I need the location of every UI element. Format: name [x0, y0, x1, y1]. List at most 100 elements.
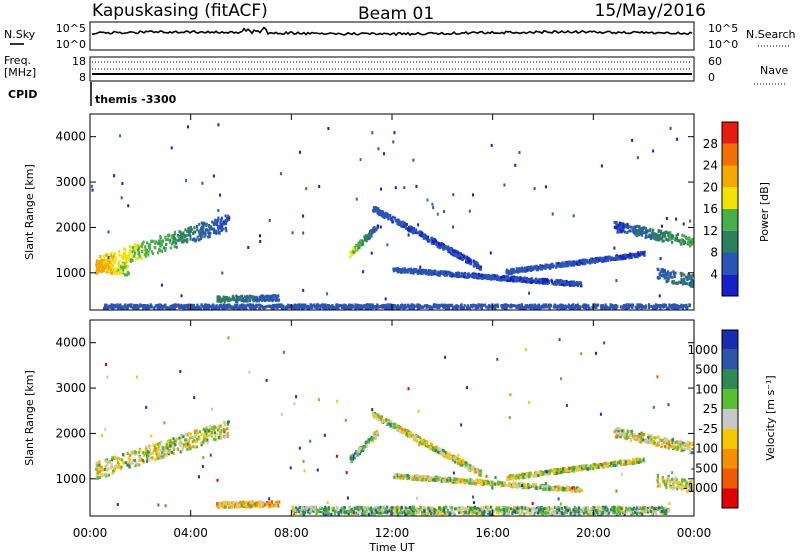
- velocity-cell: [188, 443, 191, 447]
- velocity-cell: [205, 426, 208, 430]
- power-cell: [467, 259, 470, 263]
- velocity-cell: [154, 458, 157, 462]
- power-cell: [642, 251, 645, 255]
- power-cell: [125, 260, 128, 264]
- power-cell: [680, 281, 683, 284]
- power-cell: [680, 274, 683, 278]
- velocity-cell: [444, 454, 448, 458]
- velocity-cell: [440, 450, 443, 454]
- velocity-cell: [210, 430, 214, 434]
- power-cell: [522, 306, 526, 310]
- power-cell: [656, 235, 659, 239]
- velocity-cell: [180, 436, 183, 440]
- power-cell: [129, 259, 132, 263]
- power-cell: [327, 307, 330, 310]
- velocity-cell: [469, 478, 472, 482]
- velocity-cell: [469, 481, 472, 485]
- power-cell: [181, 236, 184, 239]
- power-cell: [107, 268, 110, 272]
- power-cell: [155, 240, 158, 244]
- power-cell: [559, 263, 562, 267]
- power-cell: [667, 231, 670, 235]
- power-cell: [164, 236, 167, 239]
- power-cell: [199, 237, 203, 241]
- power-cell: [665, 280, 668, 284]
- power-cell: [473, 262, 476, 265]
- velocity-cell: [217, 426, 220, 430]
- power-cell: [189, 225, 192, 229]
- velocity-cell: [528, 483, 531, 487]
- velocity-cell: [399, 430, 402, 434]
- power-cell: [419, 271, 422, 275]
- velocity-cell: [452, 457, 455, 461]
- power-cell: [505, 306, 508, 310]
- velocity-cell: [169, 439, 172, 443]
- power-cell: [515, 279, 518, 283]
- power-cell: [431, 270, 434, 274]
- power-cell: [251, 306, 254, 309]
- power-cell: [487, 275, 490, 279]
- power-cell: [124, 256, 127, 260]
- power-cell: [225, 229, 228, 233]
- power-cell: [272, 298, 275, 302]
- power-cell: [440, 245, 443, 249]
- power-cell: [660, 268, 663, 272]
- velocity-cell: [131, 460, 134, 464]
- power-cell: [499, 276, 502, 280]
- velocity-cell: [512, 474, 515, 478]
- power-colorbar-tick: 20: [703, 180, 718, 194]
- power-cell: [528, 280, 531, 284]
- power-cell: [253, 295, 256, 299]
- power-cell: [367, 305, 370, 309]
- power-cell: [157, 251, 160, 255]
- velocity-cell: [534, 483, 537, 487]
- power-cell: [221, 271, 224, 275]
- power-cell: [426, 235, 429, 239]
- power-cell: [510, 305, 513, 309]
- velocity-cell: [222, 428, 225, 432]
- velocity-cell: [542, 487, 545, 491]
- velocity-cell: [576, 489, 579, 493]
- power-cell: [303, 306, 306, 309]
- power-cell: [640, 230, 643, 233]
- power-cell: [579, 282, 582, 286]
- power-cell: [689, 219, 692, 223]
- power-cell: [514, 270, 517, 273]
- power-cell: [196, 306, 199, 310]
- power-cell: [533, 265, 536, 269]
- power-cell: [142, 249, 145, 253]
- power-cell: [591, 306, 594, 310]
- velocity-cell: [138, 459, 141, 462]
- velocity-cell: [167, 448, 170, 452]
- power-cell: [146, 241, 149, 245]
- power-cell: [557, 305, 560, 309]
- power-cell: [143, 252, 146, 256]
- power-cell: [182, 306, 185, 310]
- power-cell: [580, 259, 583, 263]
- power-cell: [552, 264, 555, 268]
- power-cell: [412, 228, 415, 232]
- velocity-cell: [105, 472, 108, 476]
- power-cell: [454, 305, 457, 309]
- power-cell: [359, 239, 363, 243]
- power-cell: [607, 256, 610, 260]
- power-cell: [421, 271, 424, 275]
- power-cell: [354, 306, 357, 310]
- power-cell: [371, 229, 374, 233]
- power-cell: [123, 273, 127, 277]
- velocity-cell: [162, 454, 165, 457]
- velocity-cell: [151, 456, 154, 460]
- power-cell: [369, 229, 372, 233]
- velocity-cell: [464, 461, 467, 465]
- power-cell: [577, 305, 580, 308]
- power-cell: [309, 303, 312, 307]
- velocity-cell: [134, 464, 137, 468]
- power-cell: [367, 236, 370, 240]
- power-cell: [680, 242, 683, 246]
- power-cell: [102, 261, 106, 265]
- velocity-cell: [506, 483, 509, 487]
- power-cell: [587, 304, 590, 308]
- power-cell: [153, 306, 156, 310]
- power-cell: [549, 263, 552, 267]
